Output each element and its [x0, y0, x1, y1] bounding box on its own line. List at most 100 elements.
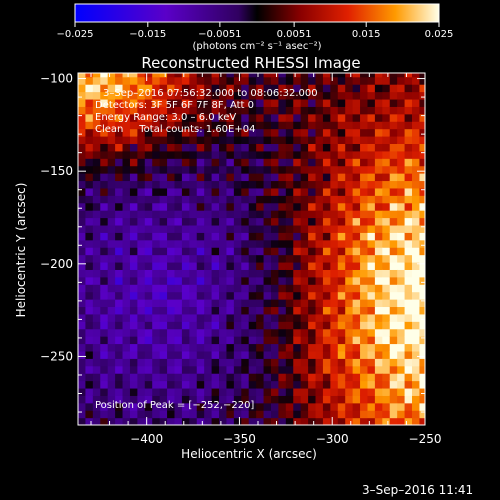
heatmap-cell: [115, 254, 124, 263]
heatmap-cell: [367, 232, 376, 241]
heatmap-cell: [389, 224, 398, 233]
heatmap-cell: [211, 173, 220, 182]
heatmap-cell: [174, 113, 183, 122]
heatmap-cell: [345, 306, 354, 315]
heatmap-cell: [360, 76, 369, 85]
heatmap-cell: [374, 84, 383, 93]
heatmap-cell: [115, 410, 124, 419]
heatmap-cell: [219, 313, 228, 322]
heatmap-cell: [92, 343, 101, 352]
heatmap-cell: [308, 121, 317, 130]
heatmap-cell: [256, 276, 265, 285]
heatmap-cell: [419, 106, 425, 115]
heatmap-cell: [219, 165, 228, 174]
heatmap-cell: [115, 150, 124, 159]
heatmap-cell: [167, 202, 176, 211]
heatmap-cell: [285, 254, 294, 263]
heatmap-cell: [404, 143, 413, 152]
heatmap-cell: [256, 247, 265, 256]
heatmap-cell: [270, 276, 279, 285]
heatmap-cell: [241, 417, 250, 425]
heatmap-cell: [419, 247, 425, 256]
heatmap-cell: [382, 269, 391, 278]
heatmap-cell: [374, 261, 383, 270]
heatmap-cell: [293, 106, 302, 115]
heatmap-cell: [278, 291, 287, 300]
heatmap-cell: [122, 202, 131, 211]
heatmap-cell: [248, 76, 257, 85]
heatmap-cell: [85, 269, 94, 278]
heatmap-cell: [129, 73, 138, 78]
heatmap-cell: [322, 121, 331, 130]
heatmap-cell: [322, 224, 331, 233]
heatmap-cell: [300, 395, 309, 404]
heatmap-cell: [352, 76, 361, 85]
heatmap-cell: [107, 224, 116, 233]
heatmap-cell: [308, 247, 317, 256]
heatmap-cell: [144, 254, 153, 263]
heatmap-cell: [345, 158, 354, 167]
heatmap-cell: [248, 187, 257, 196]
heatmap-cell: [256, 76, 265, 85]
heatmap-cell: [167, 165, 176, 174]
heatmap-cell: [322, 202, 331, 211]
heatmap-cell: [382, 232, 391, 241]
heatmap-cell: [256, 135, 265, 144]
colorbar: −0.025 −0.015 −0.0051 0.0051 0.015 0.025 (pho…: [56, 3, 453, 52]
heatmap-cell: [293, 276, 302, 285]
heatmap-cell: [78, 343, 87, 352]
heatmap-cell: [256, 173, 265, 182]
heatmap-cell: [78, 239, 87, 248]
heatmap-cell: [85, 76, 94, 85]
heatmap-cell: [270, 76, 279, 85]
heatmap-cell: [404, 328, 413, 337]
heatmap-cell: [167, 306, 176, 315]
heatmap-cell: [174, 73, 183, 78]
heatmap-cell: [263, 128, 272, 137]
heatmap-cell: [174, 232, 183, 241]
heatmap-cell: [404, 254, 413, 263]
heatmap-cell: [92, 224, 101, 233]
heatmap-cell: [100, 224, 109, 233]
heatmap-cell: [360, 195, 369, 204]
heatmap-cell: [107, 143, 116, 152]
heatmap-cell: [404, 239, 413, 248]
heatmap-cell: [100, 299, 109, 308]
heatmap-cell: [367, 73, 376, 78]
heatmap-cell: [389, 358, 398, 367]
heatmap-cell: [322, 276, 331, 285]
x-tick-label: −350: [223, 432, 256, 446]
heatmap-cell: [167, 91, 176, 100]
heatmap-cell: [92, 158, 101, 167]
heatmap-cell: [181, 373, 190, 382]
heatmap-cell: [211, 113, 220, 122]
heatmap-cell: [241, 380, 250, 389]
heatmap-cell: [412, 217, 421, 226]
heatmap-cell: [122, 187, 131, 196]
heatmap-cell: [233, 313, 242, 322]
heatmap-cell: [300, 217, 309, 226]
heatmap-cell: [219, 121, 228, 130]
heatmap-cell: [412, 150, 421, 159]
heatmap-cell: [174, 84, 183, 93]
heatmap-cell: [211, 232, 220, 241]
heatmap-cell: [419, 276, 425, 285]
heatmap-cell: [330, 232, 339, 241]
heatmap-cell: [85, 247, 94, 256]
heatmap-cell: [226, 343, 235, 352]
heatmap-cell: [322, 165, 331, 174]
heatmap-cell: [152, 76, 161, 85]
heatmap-cell: [115, 365, 124, 374]
heatmap-cell: [226, 224, 235, 233]
heatmap-cell: [152, 195, 161, 204]
heatmap-cell: [196, 187, 205, 196]
heatmap-cell: [419, 210, 425, 219]
heatmap-cell: [397, 373, 406, 382]
heatmap-cell: [308, 387, 317, 396]
heatmap-cell: [174, 313, 183, 322]
heatmap-cell: [144, 106, 153, 115]
heatmap-cell: [85, 202, 94, 211]
heatmap-cell: [300, 373, 309, 382]
heatmap-cell: [367, 113, 376, 122]
heatmap-cell: [412, 173, 421, 182]
